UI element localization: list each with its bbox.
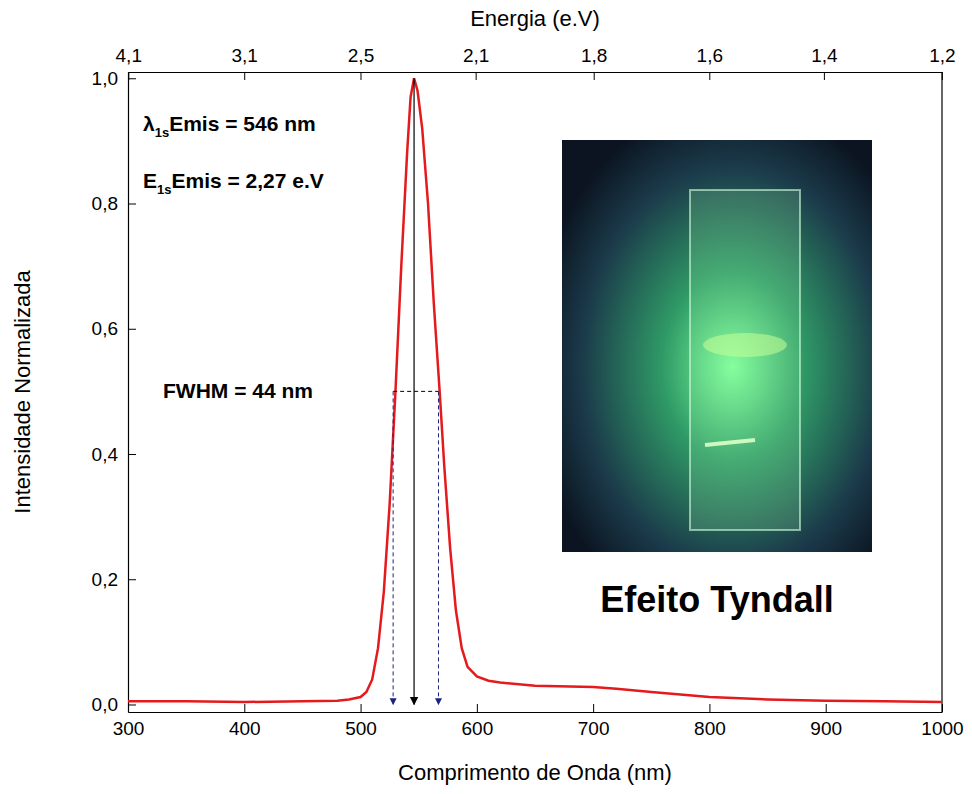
- annotation-text: Emis = 2,27 e.V: [171, 169, 323, 192]
- x2-tick: 1,8: [581, 45, 607, 80]
- x-tick-label: 500: [345, 718, 377, 739]
- x-tick-mark: [361, 704, 362, 712]
- x-tick-label: 700: [578, 718, 610, 739]
- y-tick: 1,0: [92, 68, 136, 89]
- y-tick-label: 0,2: [92, 569, 118, 590]
- fwhm-edge: [438, 391, 439, 704]
- x-tick-label: 600: [462, 718, 494, 739]
- y-tick-mark: [128, 704, 136, 705]
- x2-tick-mark: [360, 72, 361, 80]
- x2-tick-label: 1,6: [697, 45, 723, 66]
- fwhm-edge: [393, 391, 394, 704]
- x-tick: 500: [345, 704, 377, 739]
- y-tick: 0,2: [92, 569, 136, 590]
- frame-right: [941, 72, 942, 712]
- photo-cuvette: [690, 190, 800, 530]
- annotation-symbol: E: [143, 169, 157, 192]
- y-tick-label: 0,0: [92, 694, 118, 715]
- y-tick: 0,4: [92, 444, 136, 465]
- x-tick-label: 300: [113, 718, 145, 739]
- x-tick: 600: [462, 704, 494, 739]
- fwhm-level: [393, 391, 438, 392]
- x-tick-mark: [826, 704, 827, 712]
- annotation-subscript: 1s: [157, 182, 171, 197]
- x2-tick-mark: [244, 72, 245, 80]
- x2-tick: 4,1: [116, 45, 142, 80]
- x2-tick-mark: [128, 72, 129, 80]
- y-tick-mark: [128, 329, 136, 330]
- axis-line: [128, 73, 129, 713]
- photo-beam: [705, 440, 755, 445]
- annotations: λ1sEmis = 546 nmE1sEmis = 2,27 e.VFWHM =…: [143, 112, 834, 620]
- x2-tick-label: 2,5: [348, 45, 374, 66]
- x2-tick-mark: [476, 72, 477, 80]
- photo-meniscus: [703, 333, 787, 357]
- x2-tick: 1,6: [697, 45, 723, 80]
- photo-ground: [562, 140, 872, 552]
- spectrum-line: [128, 78, 942, 702]
- plot: 300 400 500 600 700 800 900 1000 0,0 0,2 0,4 0,6 0,8…: [92, 45, 964, 739]
- x-tick-label: 1000: [921, 718, 963, 739]
- x-tick-mark: [593, 704, 594, 712]
- x2-tick-label: 2,1: [463, 45, 489, 66]
- y-tick-label: 0,8: [92, 193, 118, 214]
- tyndall-caption: Efeito Tyndall: [600, 579, 833, 620]
- axis-line: [129, 72, 943, 73]
- y-tick: 0,6: [92, 318, 136, 339]
- x2-tick-mark: [594, 72, 595, 80]
- fwhm-label: FWHM = 44 nm: [163, 379, 313, 402]
- x-axis: 300 400 500 600 700 800 900 1000: [113, 704, 964, 739]
- y-tick-mark: [128, 454, 136, 455]
- x2-tick-label: 1,8: [581, 45, 607, 66]
- axis-line: [129, 712, 943, 713]
- x2-tick-label: 4,1: [116, 45, 142, 66]
- x-tick: 800: [694, 704, 726, 739]
- y-tick-label: 0,6: [92, 318, 118, 339]
- annotation-subscript: 1s: [155, 125, 169, 140]
- x-tick-label: 400: [229, 718, 261, 739]
- y-tick: 0,0: [92, 694, 136, 715]
- x2-axis: 4,1 3,1 2,5 2,1 1,8 1,6 1,4 1,2: [116, 45, 956, 80]
- y-tick: 0,8: [92, 193, 136, 214]
- annotation-symbol: λ: [143, 112, 155, 135]
- marks: [128, 78, 942, 704]
- y-axis-title: Intensidade Normalizada: [10, 270, 35, 514]
- x-tick: 700: [578, 704, 610, 739]
- y-tick-label: 1,0: [92, 68, 118, 89]
- x-tick: 900: [810, 704, 842, 739]
- chart: 300 400 500 600 700 800 900 1000 0,0 0,2 0,4 0,6 0,8…: [0, 0, 972, 794]
- annotation: λ1sEmis = 546 nm: [143, 112, 316, 140]
- x-tick-mark: [244, 704, 245, 712]
- y-tick-label: 0,4: [92, 444, 119, 465]
- photo: [562, 140, 872, 552]
- x-tick-label: 900: [810, 718, 842, 739]
- annotation-text: Emis = 546 nm: [169, 112, 316, 135]
- x-tick-mark: [709, 704, 710, 712]
- x-tick: 400: [229, 704, 261, 739]
- x2-tick-label: 3,1: [232, 45, 258, 66]
- x-tick-mark: [477, 704, 478, 712]
- x-axis-title: Comprimento de Onda (nm): [398, 760, 672, 785]
- y-tick-mark: [128, 204, 136, 205]
- x2-axis-title: Energia (e.V): [470, 6, 600, 31]
- x2-tick-label: 1,4: [811, 45, 838, 66]
- x2-tick: 2,5: [348, 45, 374, 80]
- y-tick-mark: [128, 579, 136, 580]
- x2-tick-label: 1,2: [929, 45, 955, 66]
- x2-tick: 2,1: [463, 45, 489, 80]
- x2-tick-mark: [709, 72, 710, 80]
- x2-tick: 3,1: [232, 45, 258, 80]
- x2-tick: 1,4: [811, 45, 838, 80]
- y-axis: 0,0 0,2 0,4 0,6 0,8 1,0: [92, 68, 136, 715]
- annotation: E1sEmis = 2,27 e.V: [143, 169, 324, 197]
- x2-tick-mark: [824, 72, 825, 80]
- x-tick-label: 800: [694, 718, 726, 739]
